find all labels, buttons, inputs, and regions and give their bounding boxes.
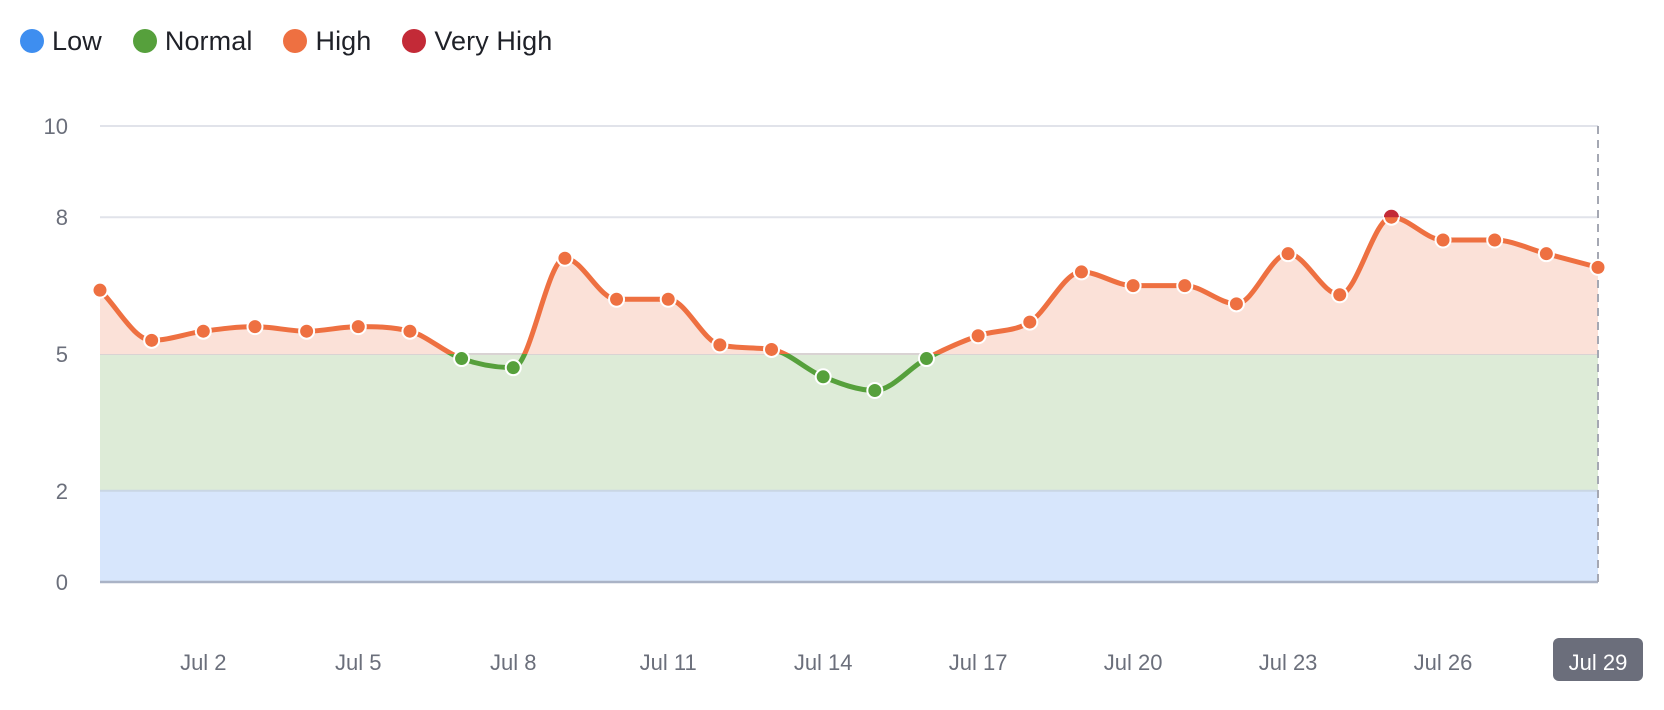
data-point[interactable] bbox=[711, 336, 729, 354]
threshold-bands bbox=[100, 354, 1598, 582]
low-band bbox=[100, 490, 1598, 582]
data-point[interactable] bbox=[298, 322, 316, 340]
high-area bbox=[100, 217, 1598, 354]
data-point[interactable] bbox=[866, 381, 884, 399]
x-tick-label: Jul 17 bbox=[949, 650, 1008, 675]
data-point[interactable] bbox=[453, 350, 471, 368]
data-point[interactable] bbox=[1124, 277, 1142, 295]
legend-label-very-high: Very High bbox=[434, 25, 553, 56]
legend-label-high: High bbox=[315, 25, 372, 56]
normal-dot-icon bbox=[132, 29, 157, 53]
data-point[interactable] bbox=[1589, 258, 1607, 276]
data-point[interactable] bbox=[91, 281, 109, 299]
data-point[interactable] bbox=[556, 249, 574, 267]
normal-band bbox=[100, 354, 1598, 491]
y-tick-label: 5 bbox=[56, 342, 68, 367]
line-normal bbox=[446, 354, 942, 393]
very-high-cap bbox=[1383, 209, 1399, 218]
data-point[interactable] bbox=[504, 359, 522, 377]
data-point[interactable] bbox=[1331, 286, 1349, 304]
x-tick-label: Jul 2 bbox=[180, 650, 226, 675]
x-tick-label: Jul 11 bbox=[640, 650, 697, 675]
legend-item-high[interactable]: High bbox=[283, 26, 371, 57]
legend-label-low: Low bbox=[52, 25, 102, 56]
data-point[interactable] bbox=[194, 322, 212, 340]
x-tick-label: Jul 5 bbox=[335, 650, 381, 675]
high-area-fill bbox=[100, 217, 1598, 354]
y-tick-label: 2 bbox=[56, 479, 68, 504]
high-dot-icon bbox=[283, 29, 308, 53]
x-axis: Jul 2 Jul 5 Jul 8 Jul 11 Jul 14 Jul 17 Jul 20 J… bbox=[180, 638, 1643, 681]
very-high-dot-icon bbox=[402, 29, 427, 53]
data-point[interactable] bbox=[1176, 277, 1194, 295]
data-point[interactable] bbox=[349, 318, 367, 336]
data-point[interactable] bbox=[1537, 245, 1555, 263]
data-point[interactable] bbox=[763, 340, 781, 358]
x-tick-label: Jul 26 bbox=[1414, 650, 1473, 675]
chart-legend: Low Normal High Very High bbox=[20, 20, 583, 62]
data-point[interactable] bbox=[401, 322, 419, 340]
data-point[interactable] bbox=[814, 368, 832, 386]
y-tick-label: 8 bbox=[56, 205, 68, 230]
data-point[interactable] bbox=[143, 331, 161, 349]
legend-item-normal[interactable]: Normal bbox=[132, 25, 253, 57]
data-points bbox=[91, 208, 1607, 399]
data-point[interactable] bbox=[969, 327, 987, 345]
x-tick-label: Jul 20 bbox=[1104, 650, 1163, 675]
y-axis: 0 2 5 8 10 bbox=[44, 114, 68, 595]
data-point[interactable] bbox=[917, 350, 935, 368]
data-point[interactable] bbox=[1227, 295, 1245, 313]
data-point[interactable] bbox=[1021, 313, 1039, 331]
y-tick-label: 10 bbox=[44, 114, 68, 139]
legend-item-low[interactable]: Low bbox=[20, 26, 102, 57]
data-point[interactable] bbox=[1279, 245, 1297, 263]
data-point[interactable] bbox=[608, 290, 626, 308]
selected-date-badge bbox=[1553, 638, 1643, 681]
data-point[interactable] bbox=[1486, 231, 1504, 249]
selected-date-label: Jul 29 bbox=[1569, 650, 1628, 675]
legend-item-very-high[interactable]: Very High bbox=[402, 26, 552, 57]
data-point[interactable] bbox=[1072, 263, 1090, 281]
data-point[interactable] bbox=[659, 290, 677, 308]
data-point[interactable] bbox=[246, 318, 264, 336]
x-tick-label: Jul 14 bbox=[794, 650, 853, 675]
data-point[interactable] bbox=[1434, 231, 1452, 249]
y-tick-label: 0 bbox=[56, 570, 68, 595]
legend-label-normal: Normal bbox=[164, 25, 253, 56]
low-dot-icon bbox=[20, 29, 44, 53]
x-tick-label: Jul 8 bbox=[490, 650, 536, 675]
x-tick-label: Jul 23 bbox=[1259, 650, 1318, 675]
